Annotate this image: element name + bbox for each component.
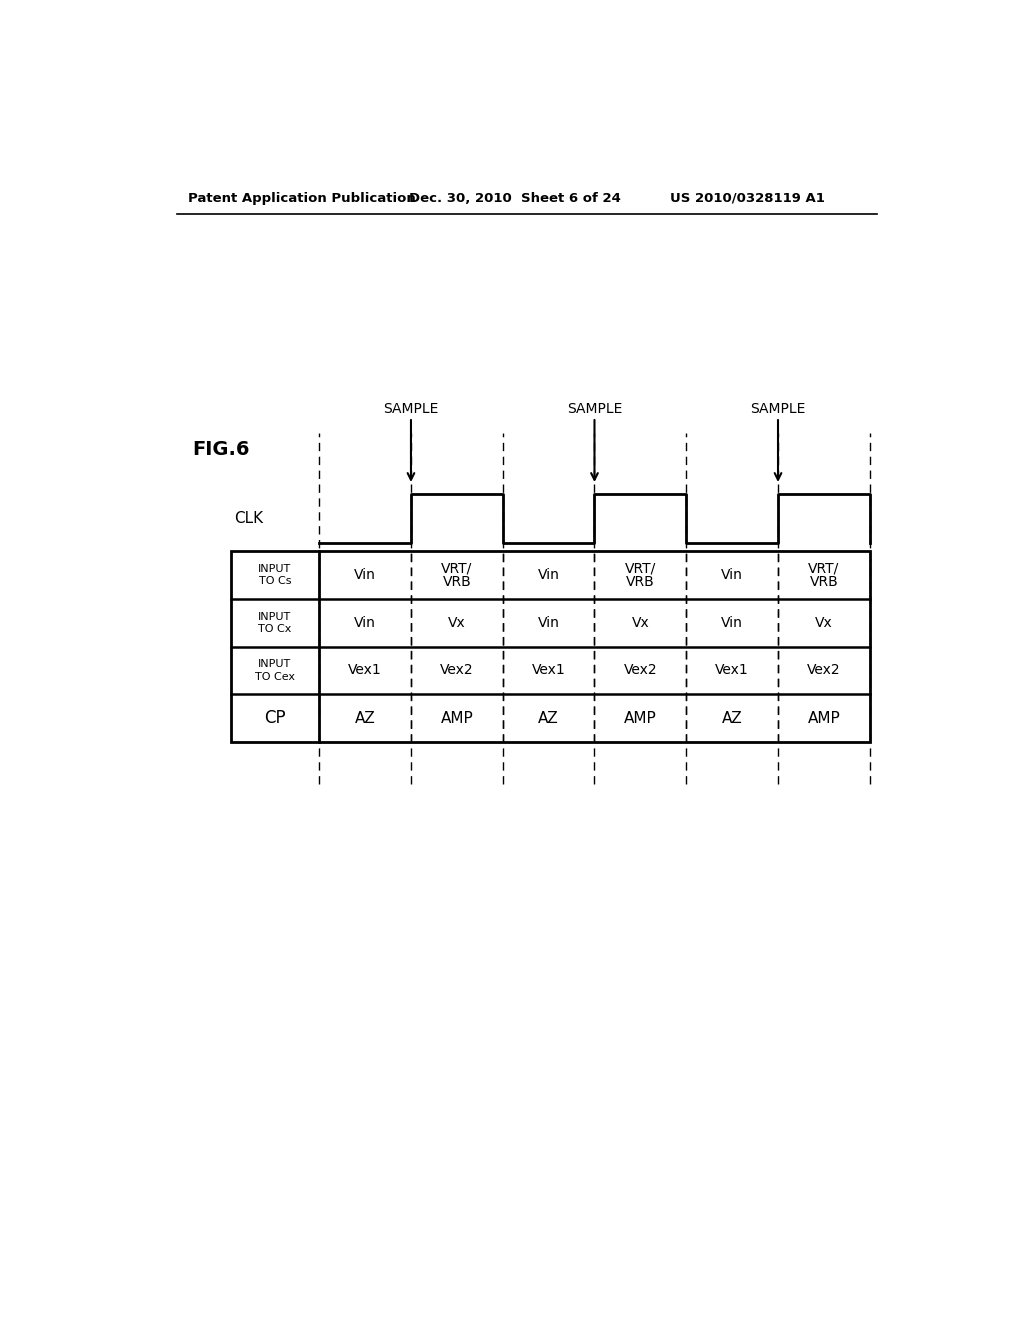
Text: VRB: VRB: [810, 576, 839, 589]
Text: AZ: AZ: [354, 710, 376, 726]
Text: Vex2: Vex2: [624, 664, 657, 677]
Text: Vx: Vx: [447, 615, 466, 630]
Text: Vex2: Vex2: [807, 664, 841, 677]
Text: FIG.6: FIG.6: [193, 440, 250, 459]
Text: Vx: Vx: [632, 615, 649, 630]
Text: AMP: AMP: [624, 710, 656, 726]
Text: AZ: AZ: [722, 710, 742, 726]
Text: SAMPLE: SAMPLE: [751, 401, 806, 416]
Text: INPUT: INPUT: [258, 564, 292, 574]
Text: Vin: Vin: [721, 615, 743, 630]
Text: TO Cx: TO Cx: [258, 624, 292, 634]
Text: Vex1: Vex1: [715, 664, 749, 677]
Text: Vex1: Vex1: [348, 664, 382, 677]
Text: INPUT: INPUT: [258, 659, 292, 669]
Text: Vin: Vin: [354, 615, 376, 630]
Text: Vin: Vin: [538, 568, 559, 582]
Text: CLK: CLK: [234, 511, 263, 527]
Bar: [230, 552, 869, 742]
Text: TO Cex: TO Cex: [255, 672, 295, 681]
Text: Vin: Vin: [538, 615, 559, 630]
Text: VRT/: VRT/: [625, 562, 656, 576]
Text: AMP: AMP: [440, 710, 473, 726]
Text: Dec. 30, 2010  Sheet 6 of 24: Dec. 30, 2010 Sheet 6 of 24: [410, 191, 622, 205]
Text: Vin: Vin: [721, 568, 743, 582]
Text: CP: CP: [264, 709, 286, 727]
Text: VRB: VRB: [442, 576, 471, 589]
Text: US 2010/0328119 A1: US 2010/0328119 A1: [670, 191, 824, 205]
Text: VRB: VRB: [626, 576, 654, 589]
Text: SAMPLE: SAMPLE: [383, 401, 438, 416]
Text: INPUT: INPUT: [258, 611, 292, 622]
Text: Vin: Vin: [354, 568, 376, 582]
Text: VRT/: VRT/: [808, 562, 840, 576]
Text: Patent Application Publication: Patent Application Publication: [188, 191, 416, 205]
Text: Vex1: Vex1: [531, 664, 565, 677]
Text: VRT/: VRT/: [441, 562, 472, 576]
Text: AZ: AZ: [539, 710, 559, 726]
Text: AMP: AMP: [808, 710, 841, 726]
Text: Vex2: Vex2: [440, 664, 474, 677]
Text: SAMPLE: SAMPLE: [567, 401, 623, 416]
Text: Vx: Vx: [815, 615, 833, 630]
Text: TO Cs: TO Cs: [259, 576, 291, 586]
